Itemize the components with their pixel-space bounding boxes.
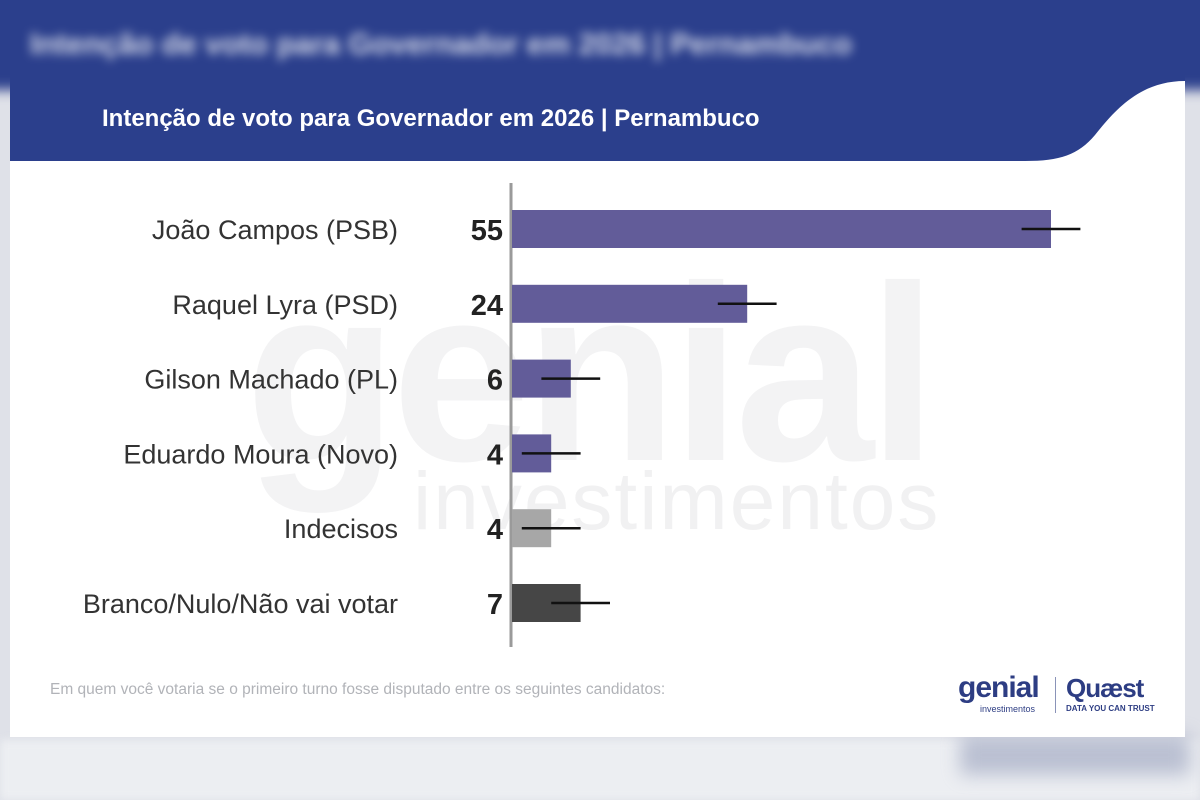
category-label: Indecisos	[284, 514, 398, 544]
quaest-logo-subtext: DATA YOU CAN TRUST	[1066, 704, 1155, 713]
data-label: 4	[487, 514, 503, 546]
data-label: 24	[471, 290, 503, 322]
brand-logos: genial investimentos Quæst DATA YOU CAN …	[958, 671, 1158, 719]
quaest-logo: Quæst	[1066, 673, 1144, 703]
category-label: Raquel Lyra (PSD)	[172, 290, 398, 320]
genial-logo-subtext: investimentos	[980, 704, 1036, 714]
bars-layer: João Campos (PSB) 55 Raquel Lyra (PSD) 24 Gi…	[83, 210, 1081, 622]
blurred-title: Intenção de voto para Governador em 2026…	[30, 28, 852, 61]
bar	[512, 210, 1051, 248]
category-label: Gilson Machado (PL)	[144, 365, 398, 395]
header-band: Intenção de voto para Governador em 2026…	[10, 75, 1185, 161]
data-label: 4	[487, 439, 503, 471]
question-caption: Em quem você votaria se o primeiro turno…	[50, 681, 666, 698]
bar-chart: João Campos (PSB) 55 Raquel Lyra (PSD) 24 Gi…	[83, 183, 1081, 647]
category-label: João Campos (PSB)	[152, 215, 398, 245]
logo-divider	[1055, 677, 1056, 713]
chart-title: Intenção de voto para Governador em 2026…	[102, 105, 760, 132]
data-label: 7	[487, 589, 503, 621]
bar	[512, 284, 748, 323]
category-label: Branco/Nulo/Não vai votar	[83, 589, 398, 619]
chart-card: Intenção de voto para Governador em 2026…	[10, 75, 1185, 737]
data-label: 55	[471, 215, 503, 247]
blurred-logo	[960, 735, 1190, 775]
genial-logo: genial	[958, 671, 1040, 704]
header-shape	[10, 75, 1185, 161]
category-label: Eduardo Moura (Novo)	[123, 439, 398, 469]
data-label: 6	[487, 365, 503, 397]
